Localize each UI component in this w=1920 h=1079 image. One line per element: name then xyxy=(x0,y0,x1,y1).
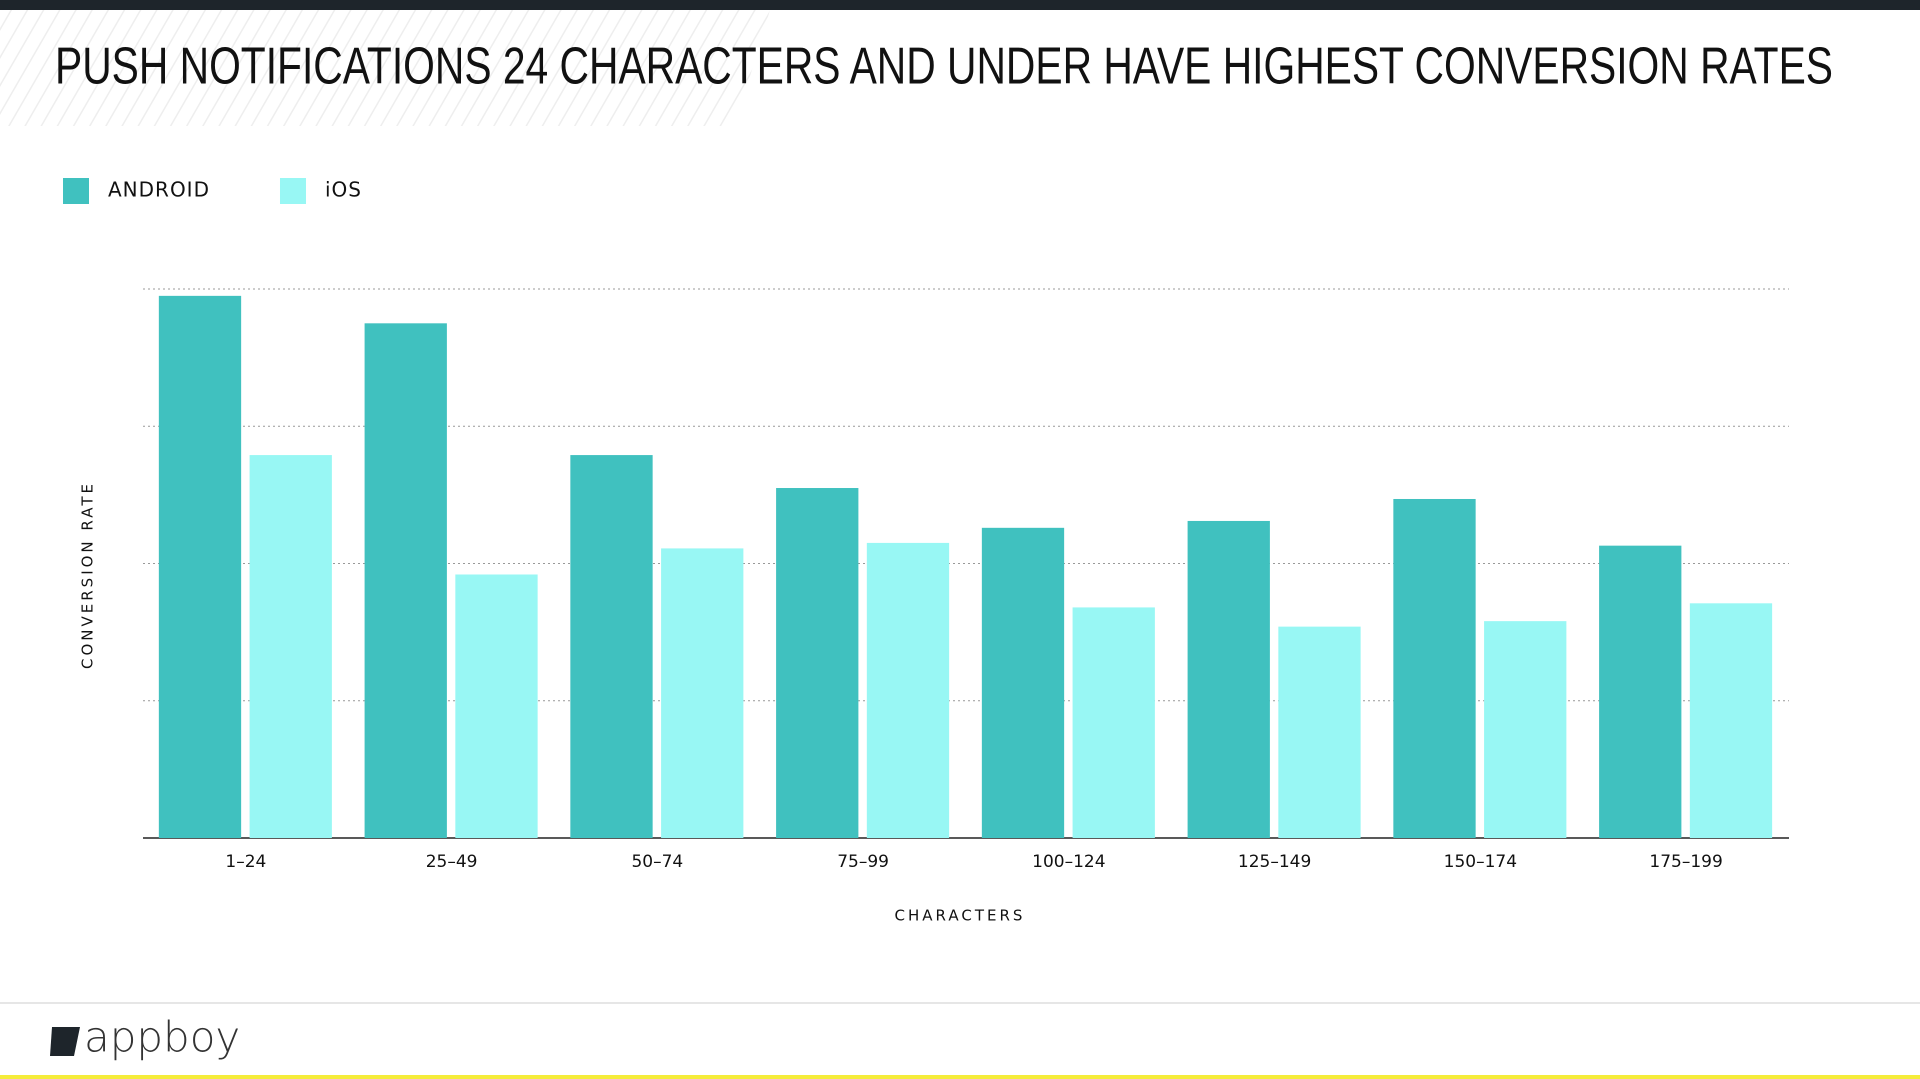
bar xyxy=(158,295,242,838)
chart-title: PUSH NOTIFICATIONS 24 CHARACTERS AND UND… xyxy=(55,38,1833,96)
logo-mark xyxy=(50,1027,80,1056)
legend-swatch xyxy=(279,178,306,204)
bar xyxy=(1187,520,1270,838)
bar xyxy=(661,548,744,838)
x-tick-label: 175–199 xyxy=(1649,852,1722,872)
bar xyxy=(776,488,859,838)
bar xyxy=(1393,498,1476,838)
x-tick-label: 150–174 xyxy=(1444,852,1517,872)
x-axis-title: CHARACTERS xyxy=(895,907,1026,925)
x-tick-label: 25–49 xyxy=(426,852,478,872)
x-tick-label: 100–124 xyxy=(1032,852,1105,872)
bar xyxy=(866,542,950,838)
bar xyxy=(1278,626,1361,838)
bar xyxy=(364,323,447,838)
y-axis-title: CONVERSION RATE xyxy=(79,481,97,669)
x-tick-label: 50–74 xyxy=(631,852,683,872)
bottom-bar xyxy=(0,1075,1920,1079)
bar xyxy=(570,455,653,838)
bar xyxy=(455,574,538,838)
x-tick-label: 75–99 xyxy=(837,852,889,872)
bar xyxy=(981,527,1065,838)
x-tick-label: 125–149 xyxy=(1238,852,1311,872)
legend-swatch xyxy=(63,178,89,204)
logo-text: appboy xyxy=(84,1013,240,1062)
bar xyxy=(1599,545,1682,838)
x-tick-label: 1–24 xyxy=(225,852,266,872)
bar xyxy=(249,455,332,838)
bar xyxy=(1072,607,1155,838)
bar xyxy=(1484,621,1567,838)
legend-label: iOS xyxy=(325,178,362,202)
legend-label: ANDROID xyxy=(108,178,210,202)
top-bar xyxy=(0,0,1920,10)
hatch-decoration xyxy=(0,10,770,126)
bar xyxy=(1689,603,1773,838)
